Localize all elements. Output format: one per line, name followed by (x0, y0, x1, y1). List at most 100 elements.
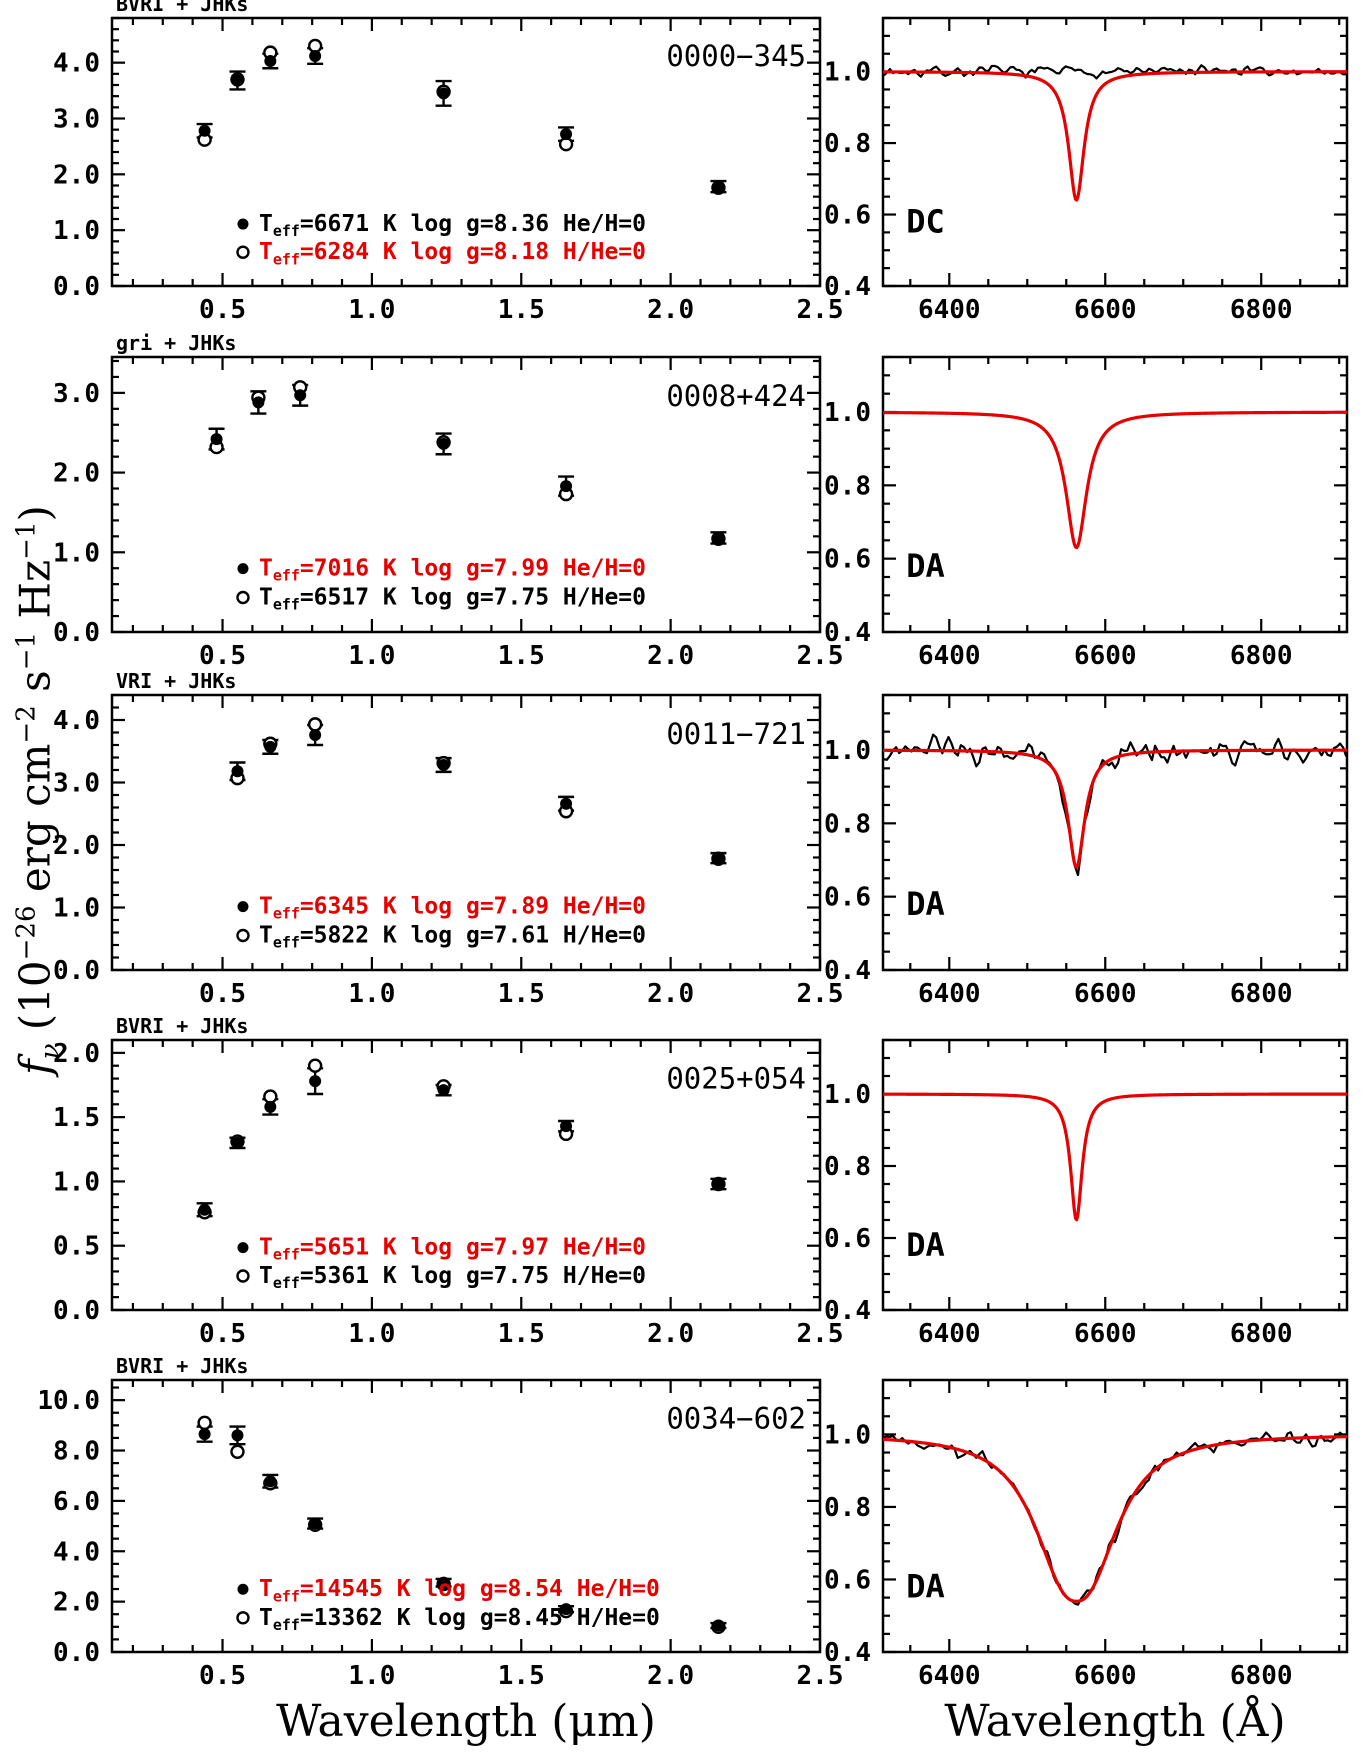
y-tick-label: 8.0 (53, 1437, 100, 1467)
open-circle-point (263, 1089, 278, 1104)
x-tick-label: 6800 (1230, 641, 1293, 671)
observed-spectrum-curve (883, 1431, 1347, 1606)
x-tick-label: 2.0 (647, 1319, 694, 1349)
rich-label-segment: eff (273, 567, 300, 585)
x-tick-label: 6800 (1230, 979, 1293, 1009)
x-tick-label: 6800 (1230, 1319, 1293, 1349)
y-tick-label: 1.0 (824, 1080, 871, 1110)
rich-label-segment: eff (273, 1587, 300, 1605)
sed-panel-0025+054: 0.5 1.0 1.5 2.0 2.5 0.0 0.5 1.0 1.5 2.0 BVRI + JHK… (53, 1014, 843, 1349)
x-tick-label: 6800 (1230, 295, 1293, 325)
rich-label-segment: T (259, 894, 273, 920)
y-tick-label: 0.8 (824, 809, 871, 839)
y-tick-label: 1.0 (53, 538, 100, 568)
x-tick-label: 6400 (918, 1661, 981, 1691)
y-tick-label: 0.8 (824, 129, 871, 159)
legend-line: Teff=14545 K log g=8.54 He/H=0 (259, 1576, 660, 1605)
model-spectrum-curve (882, 748, 1348, 869)
filled-points (198, 49, 725, 193)
open-points (197, 1058, 726, 1220)
x-tick-label: 6400 (918, 1319, 981, 1349)
filled-circle-point (560, 1603, 573, 1616)
open-points (230, 717, 726, 866)
y-tick-label: 0.0 (53, 956, 100, 986)
x-tick-label: 1.5 (498, 1661, 545, 1691)
model-spectrum-curve (882, 410, 1348, 550)
y-tick-label: 1.0 (53, 1167, 100, 1197)
spectral-type-label: DA (906, 1226, 945, 1264)
x-tick-label: 2.5 (797, 641, 844, 671)
legend-line: Teff=6284 K log g=8.18 H/He=0 (259, 239, 646, 268)
x-tick-label: 2.5 (797, 295, 844, 325)
filled-circle-point (437, 437, 450, 450)
filled-circle-point (198, 1428, 211, 1441)
y-tick-label: 0.0 (53, 272, 100, 302)
x-tick-label: 1.0 (348, 1319, 395, 1349)
x-tick-label: 6600 (1074, 979, 1137, 1009)
y-tick-label: 1.0 (824, 736, 871, 766)
rich-label-segment: eff (273, 596, 300, 614)
x-axis-label-left: Wavelength (μm) (276, 1696, 656, 1747)
y-tick-label: 1.0 (53, 894, 100, 924)
filled-circle-point (437, 1576, 450, 1589)
spectral-type-label: DA (906, 547, 945, 585)
spectrum-panel-row-2: 6400 6600 6800 0.4 0.6 0.8 1.0 DA (824, 355, 1349, 671)
x-tick-label: 6600 (1074, 641, 1137, 671)
panel-title: 0034−602 (666, 1401, 806, 1435)
panel-title: 0008+424 (666, 379, 806, 413)
rich-label-segment: T (259, 1576, 273, 1602)
panel-frame (881, 1038, 1349, 1312)
y-tick-label: 0.6 (824, 883, 871, 913)
legend-marker-filled (237, 901, 249, 913)
legend-line: Teff=5361 K log g=7.75 H/He=0 (259, 1263, 646, 1292)
legend-marker-filled (237, 1583, 249, 1595)
legend: Teff=14545 K log g=8.54 He/H=0Teff=13362… (236, 1576, 660, 1634)
y-tick-label: 4.0 (53, 706, 100, 736)
spectrum-panel-row-1: 6400 6600 6800 0.4 0.6 0.8 1.0 DC (824, 16, 1349, 325)
y-tick-label: 6.0 (53, 1487, 100, 1517)
x-tick-label: 1.0 (348, 641, 395, 671)
y-tick-label: 2.0 (53, 459, 100, 489)
rich-label-segment: T (259, 211, 273, 237)
sed-panel-0000−345: 0.5 1.0 1.5 2.0 2.5 0.0 1.0 2.0 3.0 4.0 BVRI + JHK… (53, 0, 843, 325)
tick-labels: 6400 6600 6800 0.4 0.6 0.8 1.0 (824, 58, 1292, 325)
y-tick-label: 0.6 (824, 201, 871, 231)
rich-label-segment: eff (273, 1246, 300, 1264)
filled-circle-point (294, 389, 307, 402)
x-tick-label: 0.5 (199, 295, 246, 325)
x-tick-label: 6400 (918, 641, 981, 671)
tick-labels: 0.5 1.0 1.5 2.0 2.5 0.0 0.5 1.0 1.5 2.0 (53, 1039, 843, 1349)
spectrum-panel-row-3: 6400 6600 6800 0.4 0.6 0.8 1.0 DA (824, 693, 1349, 1009)
error-bars (196, 46, 727, 194)
legend-marker-open (236, 245, 250, 259)
y-tick-label: 3.0 (53, 379, 100, 409)
panel-frame (110, 1378, 822, 1654)
y-tick-label: 0.6 (824, 1565, 871, 1595)
filled-circle-point (252, 396, 265, 409)
filled-circle-point (560, 128, 573, 141)
x-tick-label: 0.5 (199, 979, 246, 1009)
rich-label-segment: =6517 K log g=7.75 H/He=0 (300, 585, 646, 611)
rich-label-segment: =7016 K log g=7.99 He/H=0 (300, 556, 646, 582)
legend-line: Teff=7016 K log g=7.99 He/H=0 (259, 556, 646, 585)
error-bars (229, 723, 727, 865)
filled-circle-point (437, 1084, 450, 1097)
y-tick-label: 0.4 (824, 956, 871, 986)
y-tick-label: 2.0 (53, 1588, 100, 1618)
tick-labels: 0.5 1.0 1.5 2.0 2.5 0.0 2.0 4.0 6.0 8.0 10.0 (37, 1386, 843, 1691)
legend-marker-filled (237, 1242, 249, 1254)
filled-circle-point (309, 1517, 322, 1530)
rich-label-segment: =6345 K log g=7.89 He/H=0 (300, 894, 646, 920)
model-spectrum-curve (882, 70, 1348, 202)
filled-circle-point (264, 54, 277, 67)
rich-label-segment: T (259, 1263, 273, 1289)
rich-label-segment: =14545 K log g=8.54 He/H=0 (300, 1576, 660, 1602)
spectrum-panel-row-5: 6400 6600 6800 0.4 0.6 0.8 1.0 DA (824, 1378, 1349, 1691)
model-spectrum-curve (882, 1435, 1348, 1603)
filled-circle-point (264, 1475, 277, 1488)
legend-marker-open (236, 928, 250, 943)
